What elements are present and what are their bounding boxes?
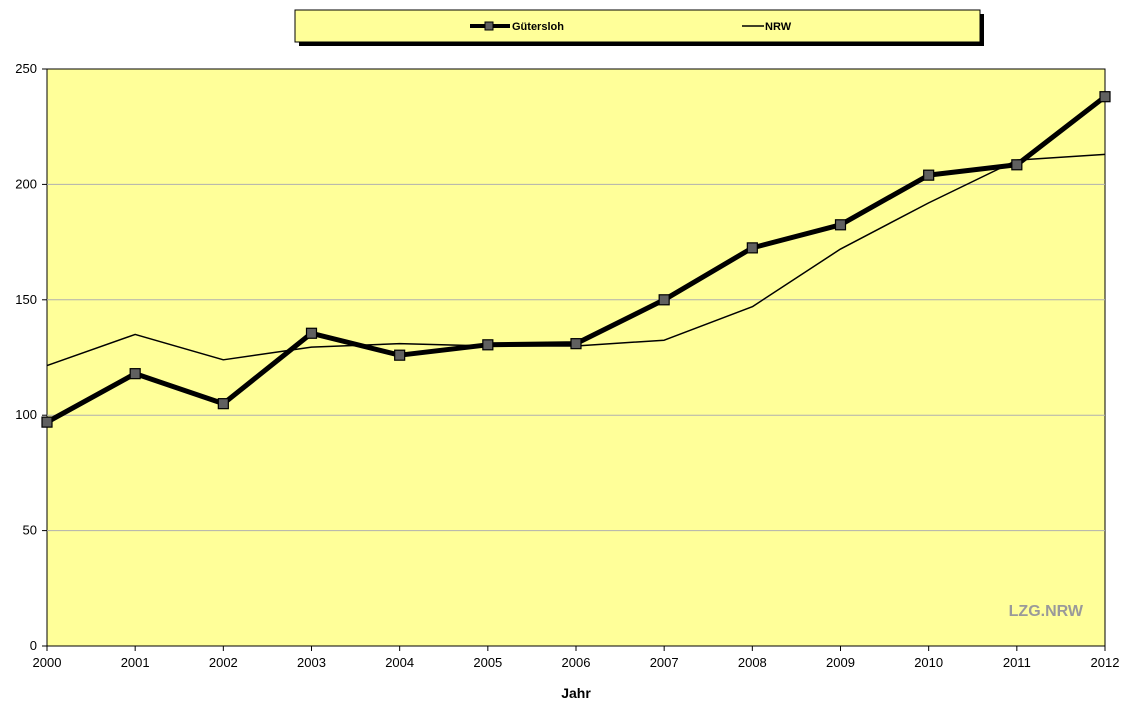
data-point-guetersloh-2008	[746, 242, 758, 254]
y-tick-label-0: 0	[30, 638, 37, 653]
data-point-guetersloh-2003	[305, 327, 318, 339]
x-tick-label-2009: 2009	[826, 655, 855, 670]
data-point-guetersloh-2000	[41, 416, 53, 428]
plot-area	[46, 68, 1106, 647]
legend: Gütersloh NRW	[294, 9, 984, 46]
legend-label-nrw: NRW	[765, 21, 792, 33]
data-point-guetersloh-2005	[482, 339, 494, 351]
y-axis-ticks: 0 50 100 150 200 250	[15, 61, 47, 653]
legend-box	[294, 9, 981, 43]
data-point-guetersloh-2009	[834, 219, 847, 231]
x-tick-label-2005: 2005	[473, 655, 502, 670]
x-tick-label-2010: 2010	[914, 655, 943, 670]
x-tick-label-2001: 2001	[121, 655, 150, 670]
x-axis-title: Jahr	[561, 685, 591, 701]
data-point-guetersloh-2012	[1099, 91, 1111, 103]
data-point-guetersloh-2011	[1011, 159, 1023, 171]
legend-label-guetersloh: Gütersloh	[512, 21, 564, 33]
y-tick-label-200: 200	[15, 176, 37, 191]
x-tick-label-2002: 2002	[209, 655, 238, 670]
series-layer	[41, 91, 1111, 428]
x-tick-label-2000: 2000	[33, 655, 62, 670]
data-point-guetersloh-2002	[217, 398, 229, 410]
x-tick-label-2004: 2004	[385, 655, 414, 670]
y-tick-label-150: 150	[15, 292, 37, 307]
x-tick-label-2003: 2003	[297, 655, 326, 670]
data-point-guetersloh-2006	[570, 338, 582, 350]
data-point-guetersloh-2010	[923, 169, 935, 181]
gridlines	[47, 183, 1105, 532]
x-tick-label-2008: 2008	[738, 655, 767, 670]
y-tick-label-50: 50	[23, 523, 37, 538]
data-point-guetersloh-2007	[658, 294, 670, 306]
x-axis-ticks: 2000 2001 2002 2003 2004 2005 2006 2007 2008 2009…	[33, 646, 1120, 670]
x-tick-label-2007: 2007	[650, 655, 679, 670]
data-point-guetersloh-2004	[394, 349, 406, 361]
data-point-guetersloh-2001	[129, 368, 141, 380]
x-tick-label-2011: 2011	[1003, 655, 1031, 670]
x-tick-label-2012: 2012	[1091, 655, 1120, 670]
x-tick-label-2006: 2006	[562, 655, 591, 670]
legend-marker-guetersloh	[484, 21, 494, 31]
y-tick-label-100: 100	[15, 407, 37, 422]
y-tick-label-250: 250	[15, 61, 37, 76]
watermark: LZG.NRW	[1009, 603, 1084, 620]
